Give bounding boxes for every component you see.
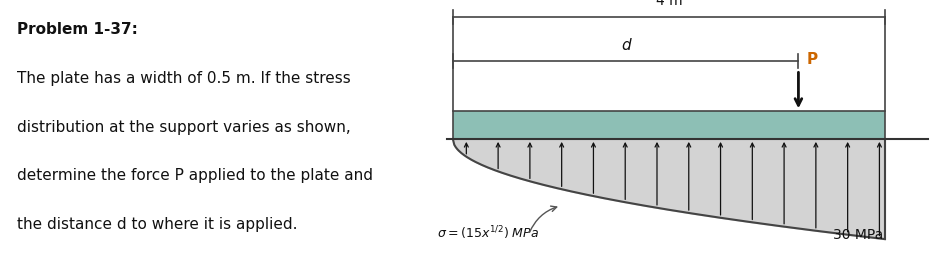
Text: 4 m: 4 m <box>655 0 682 8</box>
Text: d: d <box>621 38 630 53</box>
Text: $\sigma = (15x^{1/2})$ MPa: $\sigma = (15x^{1/2})$ MPa <box>437 224 539 242</box>
Text: determine the force P applied to the plate and: determine the force P applied to the pla… <box>17 168 373 183</box>
Text: P: P <box>806 52 817 67</box>
Text: Problem 1-37:: Problem 1-37: <box>17 22 138 37</box>
Polygon shape <box>452 111 884 139</box>
Text: the distance d to where it is applied.: the distance d to where it is applied. <box>17 217 298 232</box>
Text: The plate has a width of 0.5 m. If the stress: The plate has a width of 0.5 m. If the s… <box>17 71 351 86</box>
Text: distribution at the support varies as shown,: distribution at the support varies as sh… <box>17 120 351 135</box>
Text: 30 MPa: 30 MPa <box>832 228 883 242</box>
